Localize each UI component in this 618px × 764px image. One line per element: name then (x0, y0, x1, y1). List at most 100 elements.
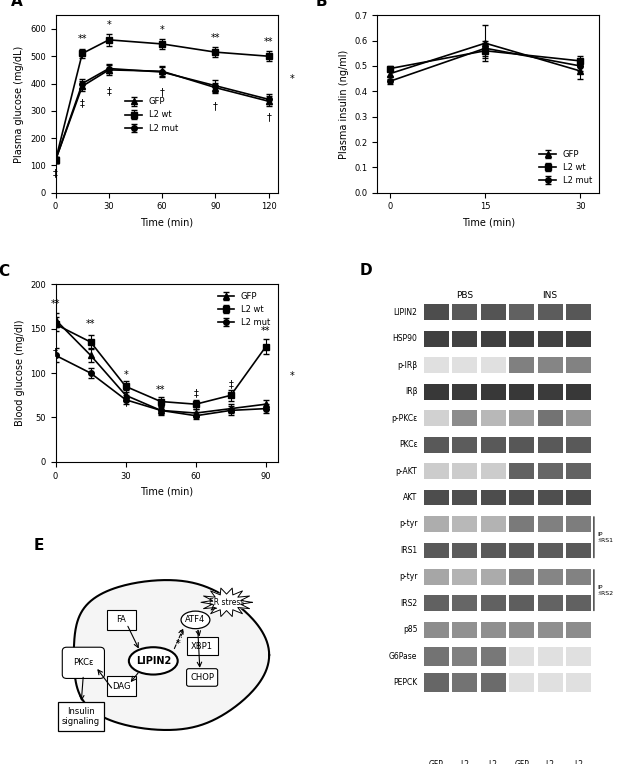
Text: ER stress: ER stress (209, 597, 244, 607)
FancyBboxPatch shape (481, 437, 506, 452)
FancyBboxPatch shape (509, 647, 534, 666)
FancyBboxPatch shape (509, 358, 534, 373)
FancyBboxPatch shape (422, 562, 593, 564)
FancyBboxPatch shape (538, 358, 562, 373)
Text: Insulin
signaling: Insulin signaling (62, 707, 100, 727)
FancyBboxPatch shape (538, 490, 562, 506)
FancyBboxPatch shape (538, 622, 562, 638)
Text: ‡: ‡ (106, 86, 111, 96)
Text: XBP1: XBP1 (191, 642, 213, 651)
FancyBboxPatch shape (422, 641, 593, 643)
Text: *: * (124, 371, 128, 380)
X-axis label: Time (min): Time (min) (462, 217, 515, 227)
FancyBboxPatch shape (423, 358, 449, 373)
FancyBboxPatch shape (422, 509, 593, 511)
FancyBboxPatch shape (107, 676, 135, 696)
FancyBboxPatch shape (481, 647, 506, 666)
FancyBboxPatch shape (481, 622, 506, 638)
FancyBboxPatch shape (422, 588, 593, 590)
FancyBboxPatch shape (422, 429, 593, 432)
Text: IP
:IRS2: IP :IRS2 (597, 584, 614, 596)
Text: IRS2: IRS2 (400, 599, 417, 608)
Text: ?: ? (179, 630, 184, 639)
Text: †: † (266, 112, 271, 121)
FancyBboxPatch shape (566, 384, 591, 400)
FancyBboxPatch shape (423, 384, 449, 400)
FancyBboxPatch shape (538, 384, 562, 400)
FancyBboxPatch shape (538, 542, 562, 558)
FancyBboxPatch shape (422, 377, 593, 378)
FancyBboxPatch shape (422, 694, 593, 696)
Text: LIPIN2: LIPIN2 (136, 656, 171, 666)
FancyBboxPatch shape (538, 569, 562, 585)
Text: PKCε: PKCε (399, 440, 417, 449)
FancyBboxPatch shape (509, 437, 534, 452)
Text: A: A (11, 0, 23, 9)
FancyBboxPatch shape (481, 463, 506, 479)
Ellipse shape (129, 647, 178, 675)
FancyBboxPatch shape (566, 647, 591, 666)
Text: L2
wt: L2 wt (545, 760, 555, 764)
Text: PKCε: PKCε (73, 659, 93, 667)
FancyBboxPatch shape (423, 673, 449, 692)
FancyBboxPatch shape (481, 595, 506, 611)
Text: **: ** (264, 37, 274, 47)
FancyBboxPatch shape (538, 463, 562, 479)
Text: *: * (289, 371, 294, 380)
FancyBboxPatch shape (452, 358, 477, 373)
Y-axis label: Blood glucose (mg/dl): Blood glucose (mg/dl) (15, 320, 25, 426)
FancyBboxPatch shape (452, 647, 477, 666)
Text: ‡: ‡ (80, 98, 85, 108)
FancyBboxPatch shape (423, 622, 449, 638)
FancyBboxPatch shape (481, 542, 506, 558)
FancyBboxPatch shape (566, 622, 591, 638)
FancyBboxPatch shape (538, 410, 562, 426)
Ellipse shape (181, 611, 210, 629)
Text: †: † (53, 347, 58, 357)
Text: GFP: GFP (514, 760, 529, 764)
FancyBboxPatch shape (422, 614, 593, 617)
FancyBboxPatch shape (452, 542, 477, 558)
FancyBboxPatch shape (423, 516, 449, 532)
FancyBboxPatch shape (452, 673, 477, 692)
FancyBboxPatch shape (538, 331, 562, 347)
FancyBboxPatch shape (423, 569, 449, 585)
Text: †: † (159, 87, 164, 97)
Polygon shape (74, 580, 269, 730)
FancyBboxPatch shape (481, 410, 506, 426)
FancyBboxPatch shape (509, 331, 534, 347)
FancyBboxPatch shape (538, 437, 562, 452)
FancyBboxPatch shape (481, 384, 506, 400)
FancyBboxPatch shape (509, 673, 534, 692)
FancyBboxPatch shape (423, 331, 449, 347)
FancyBboxPatch shape (481, 304, 506, 320)
Text: C: C (0, 264, 9, 279)
FancyBboxPatch shape (452, 384, 477, 400)
FancyBboxPatch shape (452, 490, 477, 506)
Text: p-PKCε: p-PKCε (391, 413, 417, 422)
FancyBboxPatch shape (423, 542, 449, 558)
Text: **: ** (211, 33, 220, 43)
Text: AKT: AKT (403, 493, 417, 502)
Text: *: * (160, 25, 164, 35)
FancyBboxPatch shape (566, 437, 591, 452)
Text: p-tyr: p-tyr (399, 520, 417, 529)
Text: p-IRβ: p-IRβ (397, 361, 417, 370)
Text: †: † (213, 101, 218, 111)
Text: IP
:IRS1: IP :IRS1 (597, 532, 613, 542)
FancyBboxPatch shape (509, 622, 534, 638)
FancyBboxPatch shape (422, 350, 593, 352)
FancyBboxPatch shape (423, 463, 449, 479)
Text: L2
wt: L2 wt (460, 760, 469, 764)
FancyBboxPatch shape (538, 595, 562, 611)
Text: *: * (290, 73, 295, 83)
FancyBboxPatch shape (538, 673, 562, 692)
X-axis label: Time (min): Time (min) (140, 486, 193, 496)
FancyBboxPatch shape (423, 490, 449, 506)
Polygon shape (201, 588, 252, 617)
Text: FA: FA (116, 615, 126, 624)
Text: IRβ: IRβ (405, 387, 417, 397)
Text: D: D (360, 263, 373, 278)
Text: p-tyr: p-tyr (399, 572, 417, 581)
FancyBboxPatch shape (452, 331, 477, 347)
